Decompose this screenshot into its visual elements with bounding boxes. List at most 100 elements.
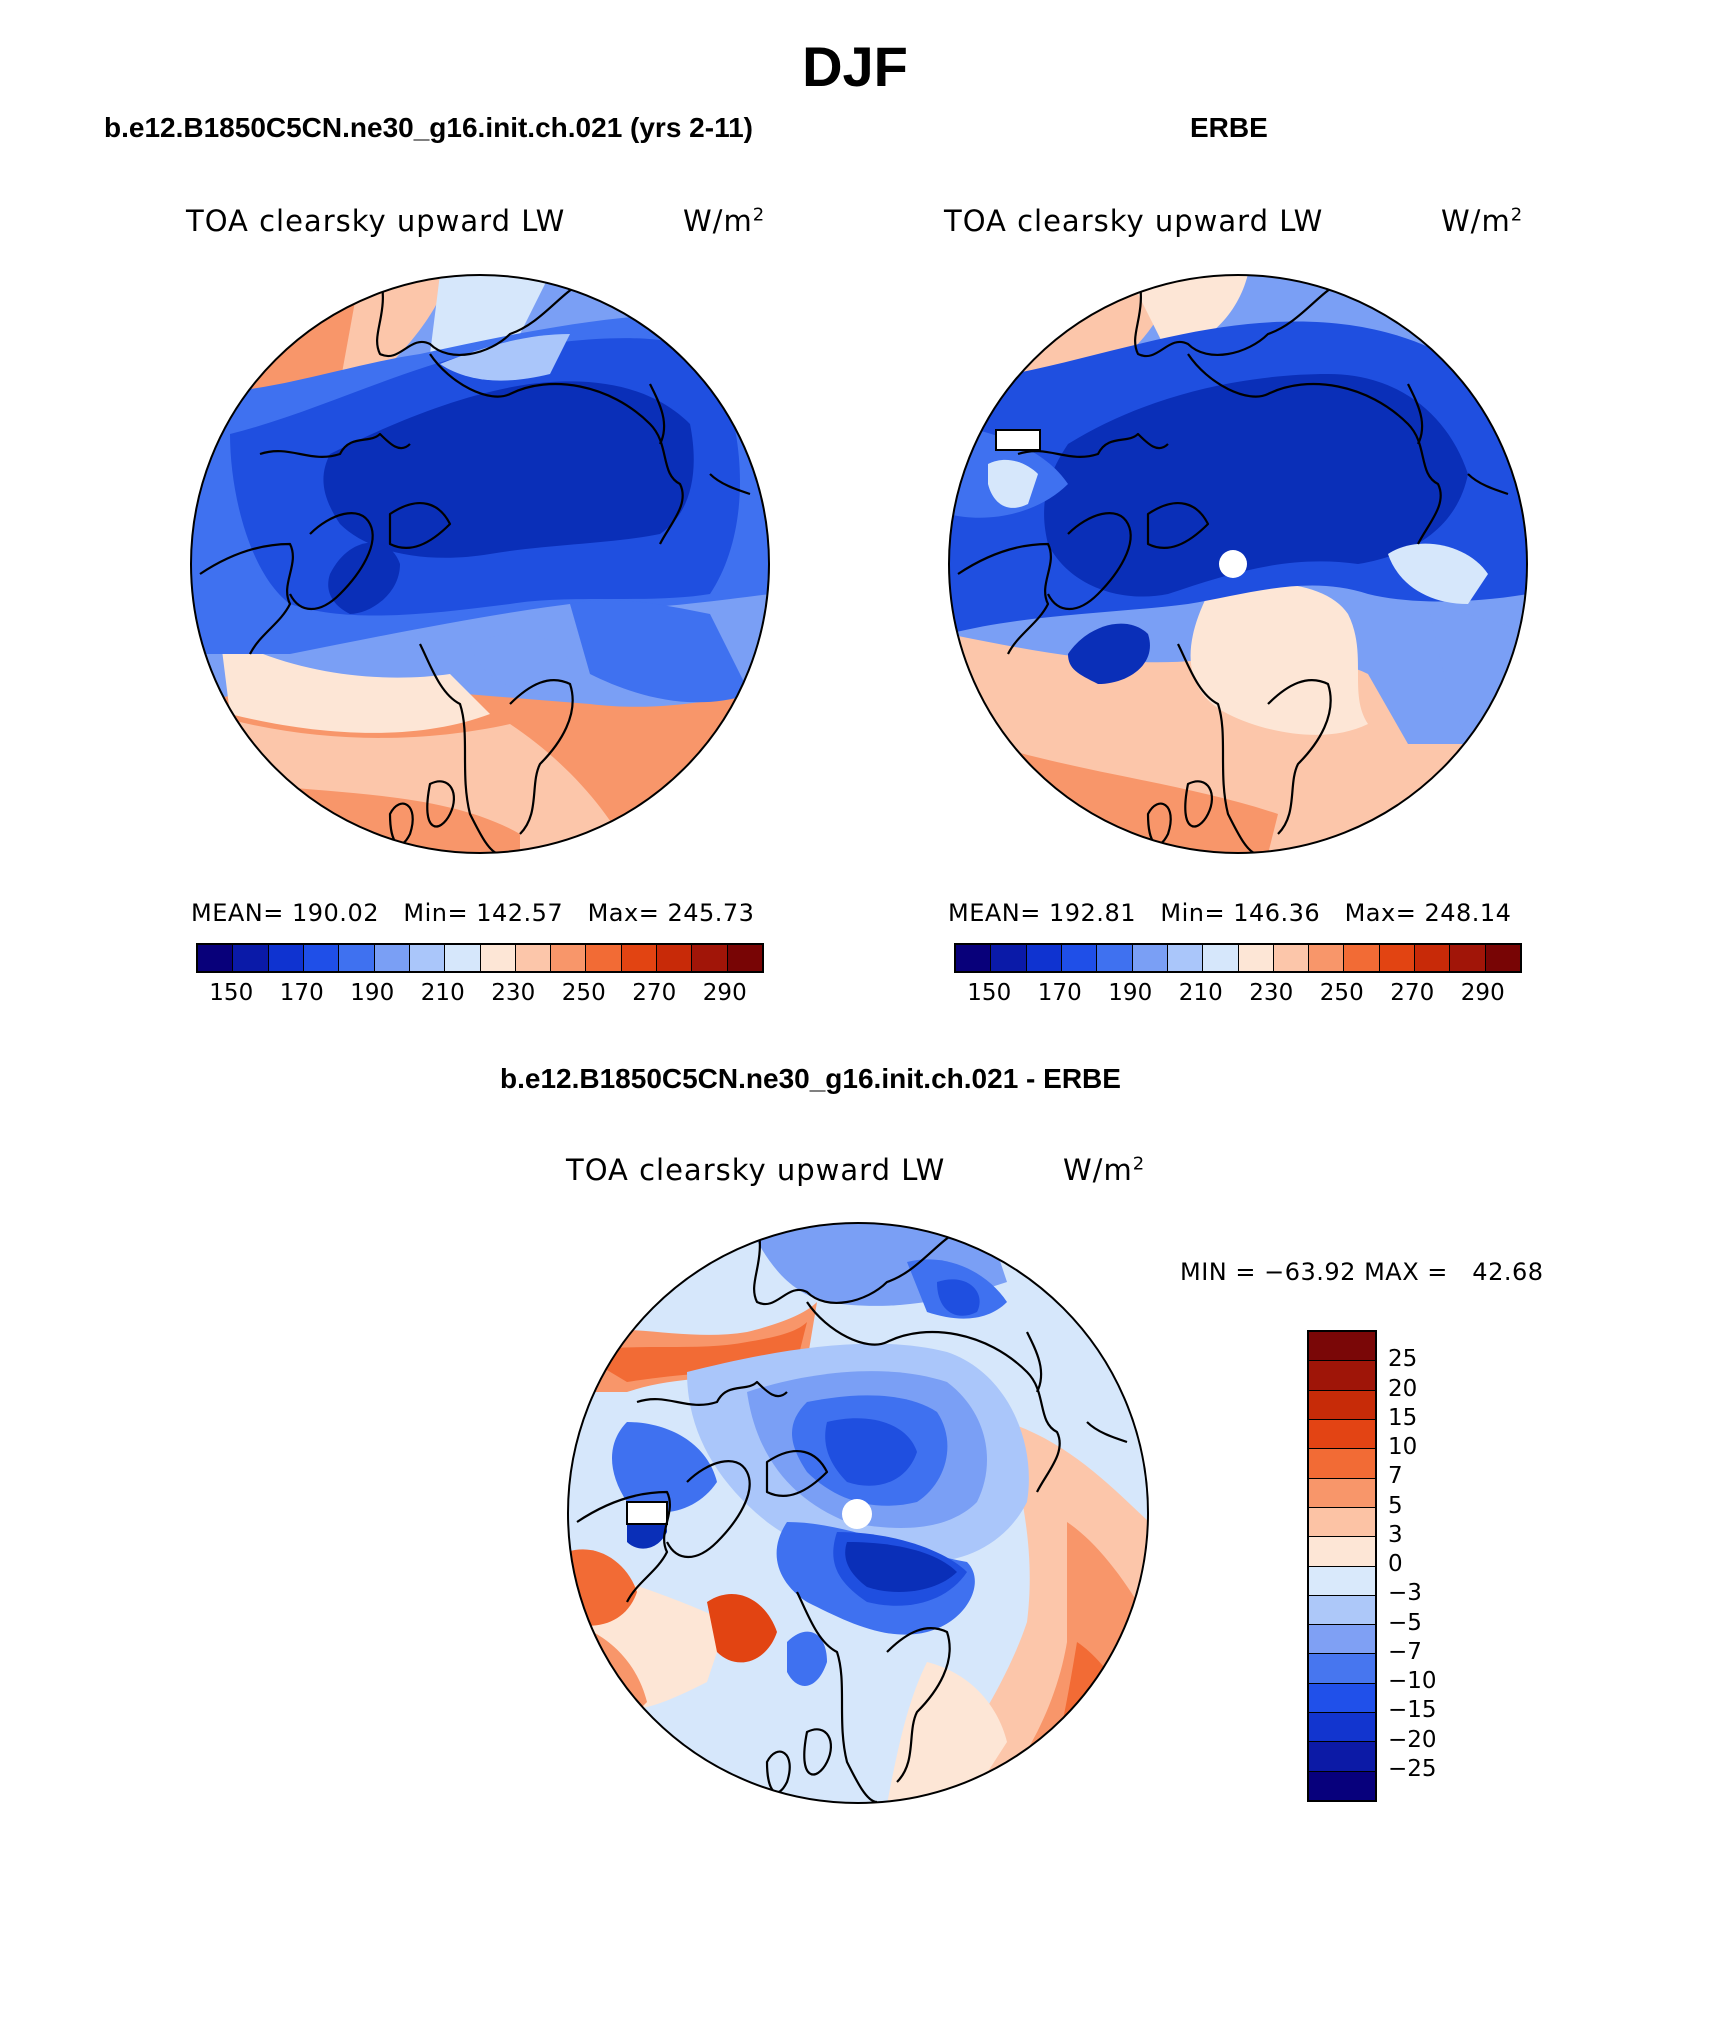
colorbar-swatch	[1309, 1565, 1375, 1595]
colorbar-swatch	[1238, 945, 1274, 971]
colorbar-swatch	[692, 945, 728, 971]
colorbar-tick-label: −20	[1388, 1726, 1437, 1753]
colorbar-tick-label: 170	[279, 980, 324, 1006]
colorbar-swatch	[1309, 1536, 1375, 1566]
diff-case-title: b.e12.B1850C5CN.ne30_g16.init.ch.021 - E…	[500, 1063, 1121, 1094]
colorbar-swatch	[1309, 1418, 1375, 1449]
colorbar-tick-label: 230	[1249, 980, 1294, 1006]
colorbar-swatch	[1273, 945, 1310, 971]
colorbar-tick-label: 5	[1388, 1492, 1403, 1519]
colorbar-swatch	[1309, 1448, 1375, 1478]
colorbar-tick-label: 230	[491, 980, 536, 1006]
colorbar-tick-label: 15	[1388, 1404, 1418, 1431]
colorbar-swatch	[268, 945, 304, 971]
diff-colorbar-ticks: −25 −20 −15 −10 −7 −5 −3 0 3 5 7 10 15 20 25	[1388, 1330, 1468, 1798]
model-colorbar	[196, 943, 764, 973]
colorbar-tick-label: 250	[1319, 980, 1364, 1006]
colorbar-swatch	[1309, 1682, 1375, 1713]
colorbar-swatch	[551, 945, 587, 971]
obs-colorbar	[954, 943, 1522, 973]
colorbar-swatch	[1379, 945, 1416, 971]
colorbar-swatch	[233, 945, 269, 971]
colorbar-tick-label: 150	[209, 980, 254, 1006]
colorbar-swatch	[1415, 945, 1451, 971]
obs-colorbar-ticks: 150 170 190 210 230 250 270 290	[954, 980, 1518, 1010]
colorbar-tick-label: −10	[1388, 1668, 1437, 1694]
colorbar-swatch	[1309, 1770, 1375, 1800]
colorbar-swatch	[1309, 1506, 1375, 1537]
obs-case-title: ERBE	[1190, 112, 1268, 143]
colorbar-swatch	[1309, 1741, 1375, 1771]
colorbar-swatch	[374, 945, 410, 971]
colorbar-swatch	[1026, 945, 1062, 971]
colorbar-swatch	[727, 945, 762, 971]
diff-stats: MIN = −63.92 MAX = 42.68	[1180, 1258, 1544, 1286]
colorbar-swatch	[1309, 1477, 1375, 1507]
colorbar-tick-label: 10	[1388, 1434, 1418, 1460]
colorbar-tick-label: 20	[1388, 1375, 1418, 1402]
diff-colorbar	[1307, 1330, 1377, 1802]
colorbar-swatch	[1203, 945, 1239, 971]
obs-polar-map	[948, 274, 1528, 854]
colorbar-swatch	[1309, 1653, 1375, 1683]
colorbar-swatch	[1309, 1712, 1375, 1742]
colorbar-tick-label: 250	[561, 980, 606, 1006]
colorbar-swatch	[1344, 945, 1380, 971]
model-polar-map	[190, 274, 770, 854]
model-units-label: W/m2	[683, 204, 766, 238]
colorbar-tick-label: 3	[1388, 1521, 1403, 1548]
colorbar-swatch	[198, 945, 234, 971]
colorbar-swatch	[1309, 1360, 1375, 1390]
colorbar-tick-label: −15	[1388, 1697, 1437, 1724]
colorbar-swatch	[303, 945, 340, 971]
colorbar-tick-label: −5	[1388, 1609, 1422, 1636]
diff-polar-map	[567, 1222, 1149, 1804]
colorbar-tick-label: −7	[1388, 1638, 1422, 1665]
colorbar-tick-label: 190	[350, 980, 395, 1006]
obs-units-label: W/m2	[1441, 204, 1524, 238]
colorbar-swatch	[1132, 945, 1168, 971]
model-variable-label: TOA clearsky upward LW	[186, 204, 566, 238]
colorbar-swatch	[1061, 945, 1098, 971]
colorbar-swatch	[1309, 1594, 1375, 1625]
colorbar-swatch	[657, 945, 693, 971]
colorbar-tick-label: −3	[1388, 1580, 1422, 1607]
colorbar-swatch	[1485, 945, 1520, 971]
diff-units-label: W/m2	[1063, 1153, 1146, 1187]
colorbar-swatch	[1309, 945, 1345, 971]
colorbar-tick-label: 290	[702, 980, 747, 1006]
colorbar-swatch	[339, 945, 375, 971]
colorbar-tick-label: 25	[1388, 1346, 1418, 1373]
colorbar-tick-label: 170	[1037, 980, 1082, 1006]
colorbar-swatch	[1450, 945, 1486, 971]
colorbar-swatch	[956, 945, 992, 971]
colorbar-swatch	[1097, 945, 1133, 971]
obs-variable-label: TOA clearsky upward LW	[944, 204, 1324, 238]
colorbar-swatch	[409, 945, 446, 971]
model-stats: MEAN= 190.02 Min= 142.57 Max= 245.73	[191, 899, 755, 927]
colorbar-tick-label: 210	[420, 980, 465, 1006]
model-colorbar-ticks: 150 170 190 210 230 250 270 290	[196, 980, 760, 1010]
colorbar-tick-label: 270	[1390, 980, 1435, 1006]
colorbar-tick-label: 210	[1178, 980, 1223, 1006]
page-title: DJF	[802, 35, 908, 98]
colorbar-swatch	[1167, 945, 1204, 971]
colorbar-tick-label: 190	[1108, 980, 1153, 1006]
colorbar-swatch	[480, 945, 516, 971]
colorbar-tick-label: 0	[1388, 1551, 1403, 1577]
obs-stats: MEAN= 192.81 Min= 146.36 Max= 248.14	[948, 899, 1512, 927]
colorbar-swatch	[515, 945, 552, 971]
colorbar-tick-label: −25	[1388, 1755, 1437, 1782]
colorbar-tick-label: 150	[967, 980, 1012, 1006]
colorbar-swatch	[991, 945, 1027, 971]
colorbar-tick-label: 7	[1388, 1463, 1403, 1490]
colorbar-swatch	[1309, 1624, 1375, 1654]
colorbar-swatch	[1309, 1389, 1375, 1419]
diff-variable-label: TOA clearsky upward LW	[566, 1153, 946, 1187]
colorbar-tick-label: 290	[1460, 980, 1505, 1006]
colorbar-swatch	[1309, 1332, 1375, 1361]
colorbar-tick-label: 270	[632, 980, 677, 1006]
model-case-title: b.e12.B1850C5CN.ne30_g16.init.ch.021 (yr…	[104, 112, 754, 143]
colorbar-swatch	[621, 945, 658, 971]
colorbar-swatch	[445, 945, 481, 971]
